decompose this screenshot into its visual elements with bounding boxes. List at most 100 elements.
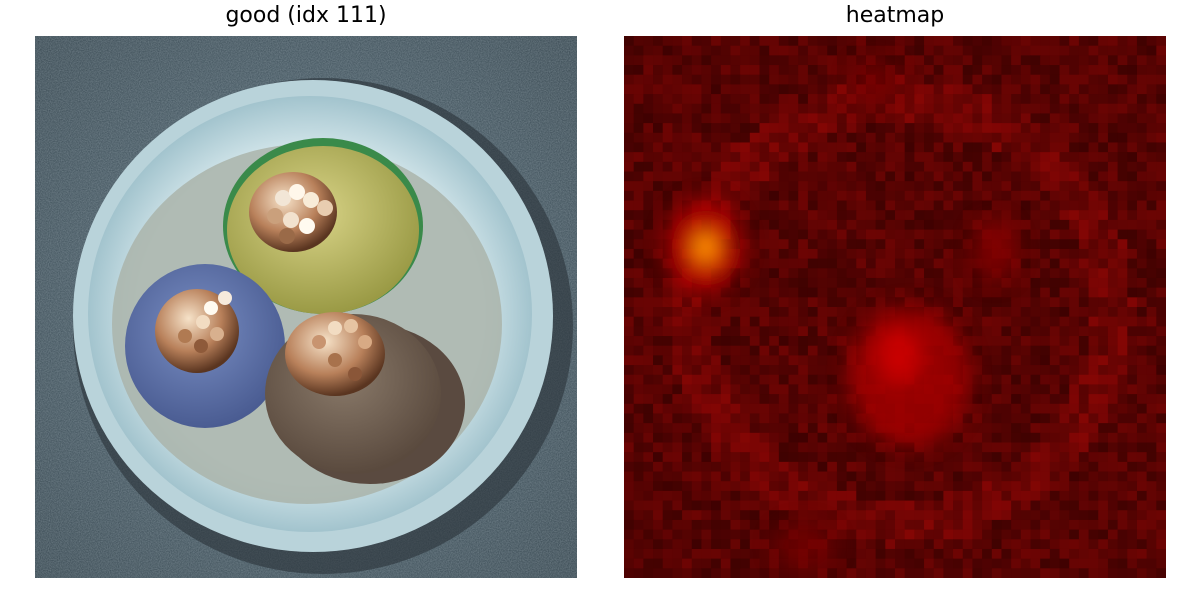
heatmap-cell [711,123,722,134]
heatmap-cell [1059,171,1070,182]
heatmap-cell [1117,297,1128,308]
heatmap-cell [1107,171,1119,182]
heatmap-cell [953,500,964,511]
heatmap-cell [1088,171,1099,182]
heatmap-cell [895,142,906,153]
heatmap-cell [691,413,702,424]
heatmap-cell [982,413,993,424]
heatmap-cell [982,345,993,356]
heatmap-cell [1011,345,1022,356]
heatmap-cell [788,365,799,376]
heatmap-cell [875,219,886,231]
heatmap-cell [1098,471,1109,482]
heatmap-cell [1107,423,1119,434]
heatmap-cell [1020,171,1031,182]
heatmap-cell [643,481,654,492]
heatmap-cell [807,394,819,405]
heatmap-cell [924,539,935,550]
heatmap-cell [672,345,683,356]
heatmap-cell [827,161,838,172]
heatmap-cell [798,210,809,221]
heatmap-cell [1146,142,1157,153]
heatmap-cell [982,103,993,114]
heatmap-cell [759,413,770,424]
heatmap-cell [991,490,1002,502]
heatmap-cell [856,297,867,308]
heatmap-cell [991,568,1002,578]
heatmap-cell [720,123,731,134]
heatmap-cell [914,539,925,550]
heatmap-cell [1127,529,1138,540]
heatmap-cell [904,519,915,531]
heatmap-cell [885,113,896,124]
heatmap-cell [740,65,751,76]
heatmap-cell [798,432,809,443]
heatmap-cell [1107,442,1119,453]
heatmap-cell [633,336,644,347]
heatmap-cell [672,200,683,211]
heatmap-cell [720,336,731,347]
heatmap-cell [933,181,944,192]
heatmap-cell [633,287,644,298]
heatmap-cell [740,103,751,114]
heatmap-cell [788,258,799,269]
heatmap-cell [720,181,731,192]
heatmap-cell [1146,181,1157,192]
heatmap-cell [817,55,828,66]
heatmap-cell [807,113,819,124]
heatmap-cell [1146,210,1157,221]
heatmap-cell [1098,548,1109,560]
heatmap-cell [769,123,780,134]
heatmap-cell [982,500,993,511]
heatmap-cell [1040,345,1051,356]
heatmap-cell [662,277,673,289]
heatmap-cell [720,548,731,560]
heatmap-cell [798,442,809,453]
heatmap-cell [740,403,751,414]
heatmap-cell [624,210,635,221]
heatmap-cell [653,519,664,531]
heatmap-cell [1001,307,1012,318]
heatmap-cell [1040,548,1051,560]
heatmap-cell [807,210,819,221]
heatmap-cell [817,297,828,308]
heatmap-cell [933,94,944,105]
heatmap-cell [1069,181,1080,192]
heatmap-cell [875,510,886,521]
heatmap-cell [1049,539,1061,550]
heatmap-cell [1020,539,1031,550]
heatmap-cell [720,103,731,114]
heatmap-cell [749,403,760,414]
heatmap-cell [1098,432,1109,443]
heatmap-cell [798,471,809,482]
heatmap-cell [904,200,915,211]
heatmap-cell [991,161,1002,172]
heatmap-cell [1127,403,1138,414]
heatmap-cell [624,171,635,182]
heatmap-cell [1088,113,1099,124]
heatmap-cell [1049,471,1061,482]
heatmap-cell [1030,248,1041,260]
right-panel-title: heatmap [845,3,945,28]
heatmap-cell [972,84,983,95]
heatmap-cell [730,181,741,192]
heatmap-cell [769,481,780,492]
heatmap-cell [1078,471,1090,482]
heatmap-cell [817,103,828,114]
heatmap-cell [643,471,654,482]
heatmap-cell [672,403,683,414]
heatmap-cell [1040,355,1051,366]
heatmap-cell [682,423,693,434]
heatmap-cell [711,190,722,202]
heatmap-cell [662,65,673,76]
heatmap-cell [1049,374,1061,385]
heatmap-cell [865,519,877,531]
heatmap-cell [749,210,760,221]
heatmap-cell [904,277,915,289]
heatmap-cell [943,123,954,134]
heatmap-cell [933,55,944,66]
heatmap-cell [1049,142,1061,153]
heatmap-cell [991,287,1002,298]
heatmap-cell [682,355,693,366]
heatmap-cell [1040,219,1051,231]
